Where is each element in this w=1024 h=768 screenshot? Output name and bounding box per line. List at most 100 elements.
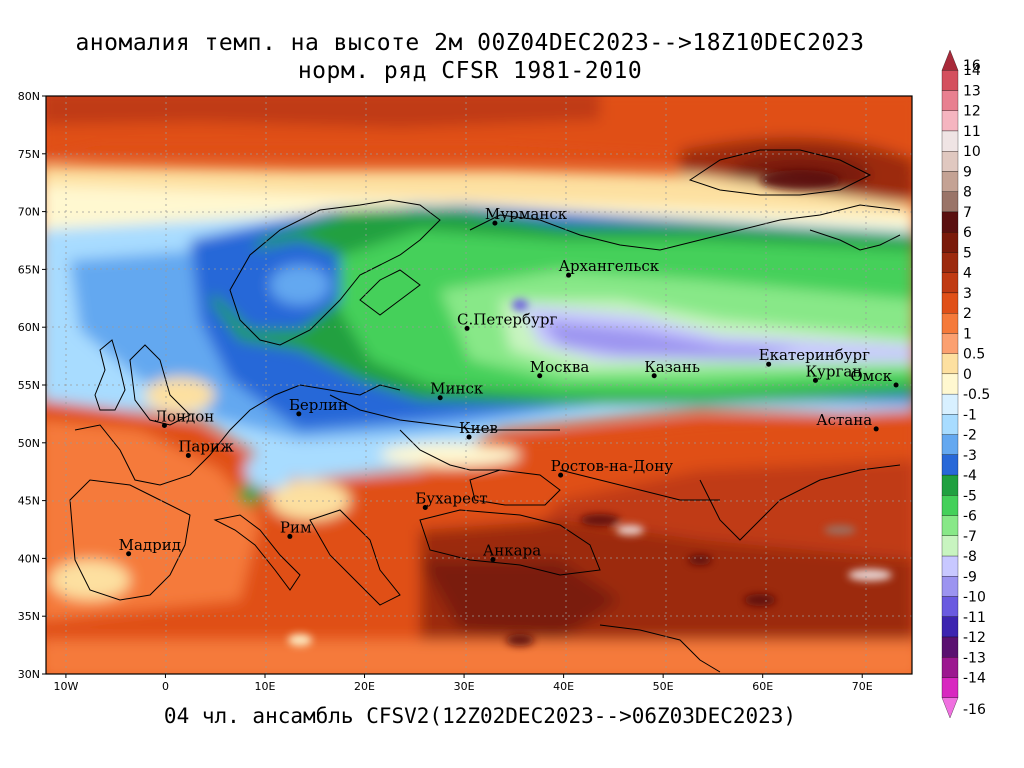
colorbar-label: -13 — [963, 650, 986, 666]
city-label: Архангельск — [559, 257, 660, 275]
colorbar-label: -2 — [963, 428, 977, 444]
lon-tick-label: 20E — [354, 680, 375, 693]
lon-tick-label: 10W — [53, 680, 78, 693]
colorbar-label: 8 — [963, 185, 972, 201]
colorbar-swatch — [941, 434, 959, 455]
colorbar-label: 2 — [963, 306, 972, 322]
city-dot — [566, 272, 572, 278]
colorbar-swatch — [941, 333, 959, 354]
city-dot — [537, 373, 543, 379]
lat-tick-label: 65N — [18, 263, 40, 276]
city-dot — [766, 361, 772, 367]
colorbar-swatch — [941, 171, 959, 192]
city-dot — [490, 557, 496, 563]
city-dot — [296, 411, 302, 417]
colorbar-swatch — [941, 373, 959, 395]
colorbar-label: -8 — [963, 549, 977, 565]
colorbar-label: -16 — [963, 702, 986, 718]
city-label: Казань — [644, 358, 700, 376]
lat-tick-label: 40N — [18, 552, 40, 565]
coastlines — [69, 149, 901, 673]
colorbar-swatch — [941, 393, 959, 415]
map-title-line-2: норм. ряд CFSR 1981-2010 — [297, 58, 643, 84]
city-label: Анкара — [483, 542, 541, 560]
colorbar-label: -7 — [963, 529, 977, 545]
colorbar-swatch — [941, 495, 959, 516]
city-dot — [422, 505, 428, 511]
colorbar-swatch — [941, 616, 959, 638]
lat-tick-label: 35N — [18, 610, 40, 623]
colorbar-label: 5 — [963, 245, 972, 261]
colorbar-label: 11 — [963, 124, 981, 140]
colorbar-swatch — [941, 151, 959, 172]
city-dot — [185, 453, 191, 459]
lat-tick-label: 60N — [18, 321, 40, 334]
colorbar-swatch — [941, 454, 959, 476]
city-label: Бухарест — [415, 490, 487, 508]
lat-tick-label: 80N — [18, 90, 40, 103]
city-dot — [651, 373, 657, 379]
colorbar-label: 0.5 — [963, 347, 985, 363]
colorbar-swatch — [941, 657, 959, 678]
colorbar-swatch — [941, 515, 959, 536]
colorbar-label: 10 — [963, 144, 981, 160]
colorbar-label: 7 — [963, 205, 972, 221]
city-dot — [126, 551, 132, 557]
lon-tick-label: 30E — [454, 680, 475, 693]
city-label: Париж — [178, 438, 234, 456]
colorbar-swatch — [941, 576, 959, 597]
longitude-axis: 10W 0 10E 20E 30E 40E 50E 60E 70E — [53, 674, 873, 693]
map-title-line-1: аномалия темп. на высоте 2м 00Z04DEC2023… — [75, 30, 865, 56]
lon-tick-label: 70E — [852, 680, 873, 693]
lat-tick-label: 30N — [18, 668, 40, 681]
lon-tick-label: 10E — [255, 680, 276, 693]
colorbar-swatch — [941, 414, 959, 435]
lat-tick-label: 45N — [18, 495, 40, 508]
city-label: Мадрид — [119, 536, 181, 554]
city-label: Москва — [530, 358, 590, 376]
city-dot — [437, 395, 443, 401]
city-dot — [558, 472, 564, 478]
colorbar-swatch — [941, 90, 959, 111]
colorbar-label: 6 — [963, 225, 972, 241]
lat-tick-label: 70N — [18, 206, 40, 219]
colorbar-label: 1 — [963, 326, 972, 342]
colorbar-label: 16 — [963, 58, 981, 74]
city-dot — [873, 426, 879, 432]
colorbar-swatch — [941, 49, 959, 71]
city-label: С.Петербург — [457, 310, 557, 328]
colorbar-label: 12 — [963, 104, 981, 120]
colorbar-label: -9 — [963, 569, 977, 585]
colorbar-swatch — [941, 211, 959, 233]
city-label: Лондон — [154, 407, 214, 425]
colorbar-swatch — [941, 474, 959, 496]
colorbar-swatch — [941, 313, 959, 334]
latitude-axis: 30N 35N 40N 45N 50N 55N 60N 65N 70N 75N 80N — [18, 90, 46, 681]
city-label: Берлин — [289, 396, 348, 414]
colorbar-swatch — [941, 596, 959, 617]
graticule — [46, 96, 912, 674]
colorbar-swatch — [941, 130, 959, 152]
city-dot — [464, 325, 470, 331]
colorbar-label: -3 — [963, 448, 977, 464]
anomaly-field: Мурманск Архангельск С.Петербург Москва Каза… — [46, 96, 912, 674]
colorbar-label: 13 — [963, 83, 981, 99]
colorbar-label: -10 — [963, 590, 986, 606]
city-label: Мурманск — [485, 205, 568, 223]
city-dot — [492, 220, 498, 226]
lon-tick-label: 0 — [162, 680, 169, 693]
colorbar-swatch — [941, 292, 959, 314]
colorbar-swatch — [941, 535, 959, 557]
colorbar-label: -4 — [963, 468, 977, 484]
colorbar-label: -14 — [963, 671, 986, 687]
lon-tick-label: 50E — [653, 680, 674, 693]
city-label: Омск — [850, 367, 892, 385]
colorbar-swatch — [941, 636, 959, 658]
colorbar-swatch — [941, 110, 959, 132]
city-markers: Мурманск Архангельск С.Петербург Москва Каза… — [119, 205, 899, 563]
colorbar-swatch — [941, 677, 959, 698]
city-dot — [466, 434, 472, 440]
city-dot — [812, 377, 818, 383]
